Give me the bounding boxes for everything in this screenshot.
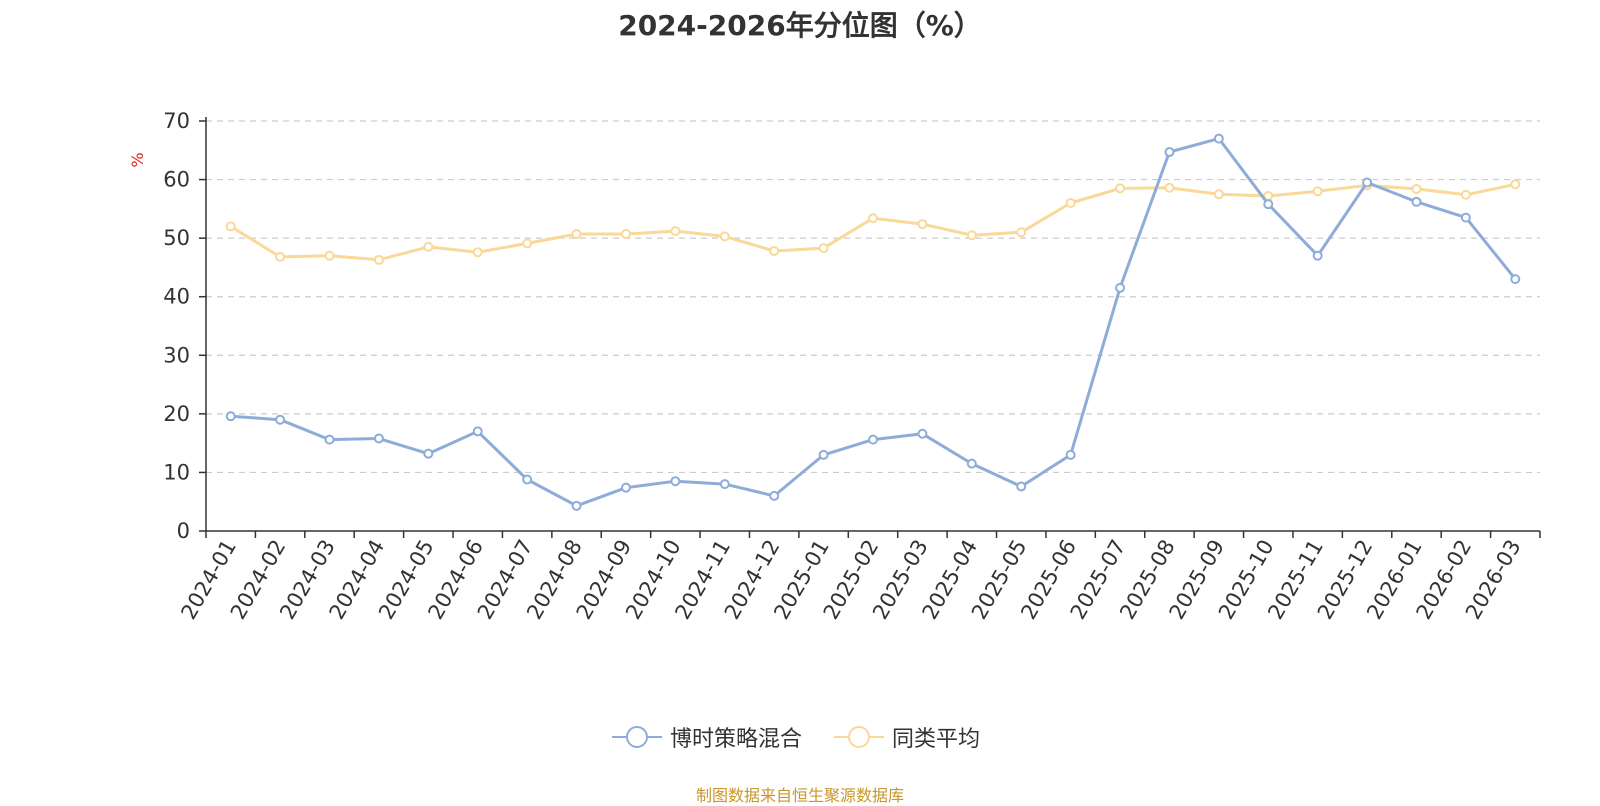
y-tick-label: 40	[163, 285, 190, 309]
y-tick-label: 20	[163, 402, 190, 426]
series-1-point	[966, 458, 977, 469]
legend-swatch-series-1	[612, 726, 662, 748]
series-line-1	[229, 137, 1517, 508]
series-2-point	[719, 231, 730, 242]
legend-item-series-1[interactable]: 博时策略混合	[612, 722, 802, 752]
grid-lines	[206, 120, 1540, 474]
series-2-point	[917, 219, 928, 230]
series-2-point	[966, 230, 977, 241]
series-2-point	[275, 251, 286, 262]
series-1-point	[1312, 250, 1323, 261]
series-1-point	[868, 434, 878, 445]
series-2-point	[818, 243, 829, 254]
series-2-point	[769, 246, 780, 257]
axes: 0102030405060702024-012024-022024-032024…	[163, 109, 1541, 623]
series-2-point	[1460, 189, 1471, 200]
series-1-point	[1065, 449, 1076, 460]
y-tick-label: 30	[163, 343, 190, 367]
series-1-point	[620, 482, 631, 493]
series-1-point	[1263, 199, 1274, 210]
series-2-point	[1164, 182, 1175, 193]
series-1-point	[917, 428, 928, 439]
series-2-point	[1016, 227, 1027, 238]
series-1-point	[1016, 481, 1027, 492]
series-2-point	[1510, 179, 1521, 190]
legend-label-series-1: 博时策略混合	[670, 727, 803, 752]
series-2-point	[423, 241, 434, 252]
series-1-point	[522, 474, 533, 485]
series-2-point	[1213, 189, 1224, 200]
series-1-point	[373, 433, 384, 444]
series-2-point	[670, 226, 681, 237]
series-2-point	[324, 250, 335, 261]
series-1-point	[1213, 133, 1224, 144]
series-2-point	[522, 238, 533, 249]
series-1-point	[818, 449, 829, 460]
source-note: 制图数据来自恒生聚源数据库	[695, 786, 904, 805]
series-1-point	[275, 414, 286, 425]
series-1-point	[719, 479, 730, 490]
series-1-point	[1115, 282, 1126, 293]
y-tick-label: 10	[163, 460, 190, 484]
series-1-point	[472, 426, 483, 437]
series-2-point	[1065, 198, 1076, 208]
y-axis-unit-label: %	[128, 152, 147, 167]
series-2-point	[225, 221, 236, 232]
series-1-point	[571, 500, 582, 511]
series-1-point	[423, 448, 434, 459]
series-2-point	[1312, 186, 1323, 197]
series-1-point	[1164, 147, 1175, 158]
y-tick-label: 0	[177, 519, 190, 543]
series-2-point	[373, 254, 384, 265]
legend-item-series-2[interactable]: 同类平均	[834, 722, 980, 752]
series-2-point	[571, 229, 582, 240]
series-lines	[225, 133, 1521, 511]
series-1-point	[1362, 177, 1373, 188]
y-tick-label: 60	[163, 168, 190, 192]
series-1-point	[1411, 196, 1422, 207]
series-1-point	[1510, 274, 1521, 285]
series-2-point	[472, 247, 483, 258]
legend-swatch-series-2	[834, 726, 884, 748]
legend-label-series-2: 同类平均	[892, 727, 981, 752]
series-1-point	[324, 434, 335, 445]
series-2-point	[868, 213, 878, 224]
chart-title: 2024-2026年分位图（%）	[618, 9, 982, 42]
series-1-point	[1460, 212, 1471, 223]
series-1-point	[769, 490, 780, 501]
y-tick-label: 70	[163, 109, 190, 133]
series-2-point	[1115, 183, 1126, 194]
series-1-point	[670, 476, 681, 487]
series-1-point	[225, 411, 236, 422]
y-tick-label: 50	[163, 226, 190, 250]
series-2-point	[620, 229, 631, 240]
series-2-point	[1411, 183, 1422, 194]
